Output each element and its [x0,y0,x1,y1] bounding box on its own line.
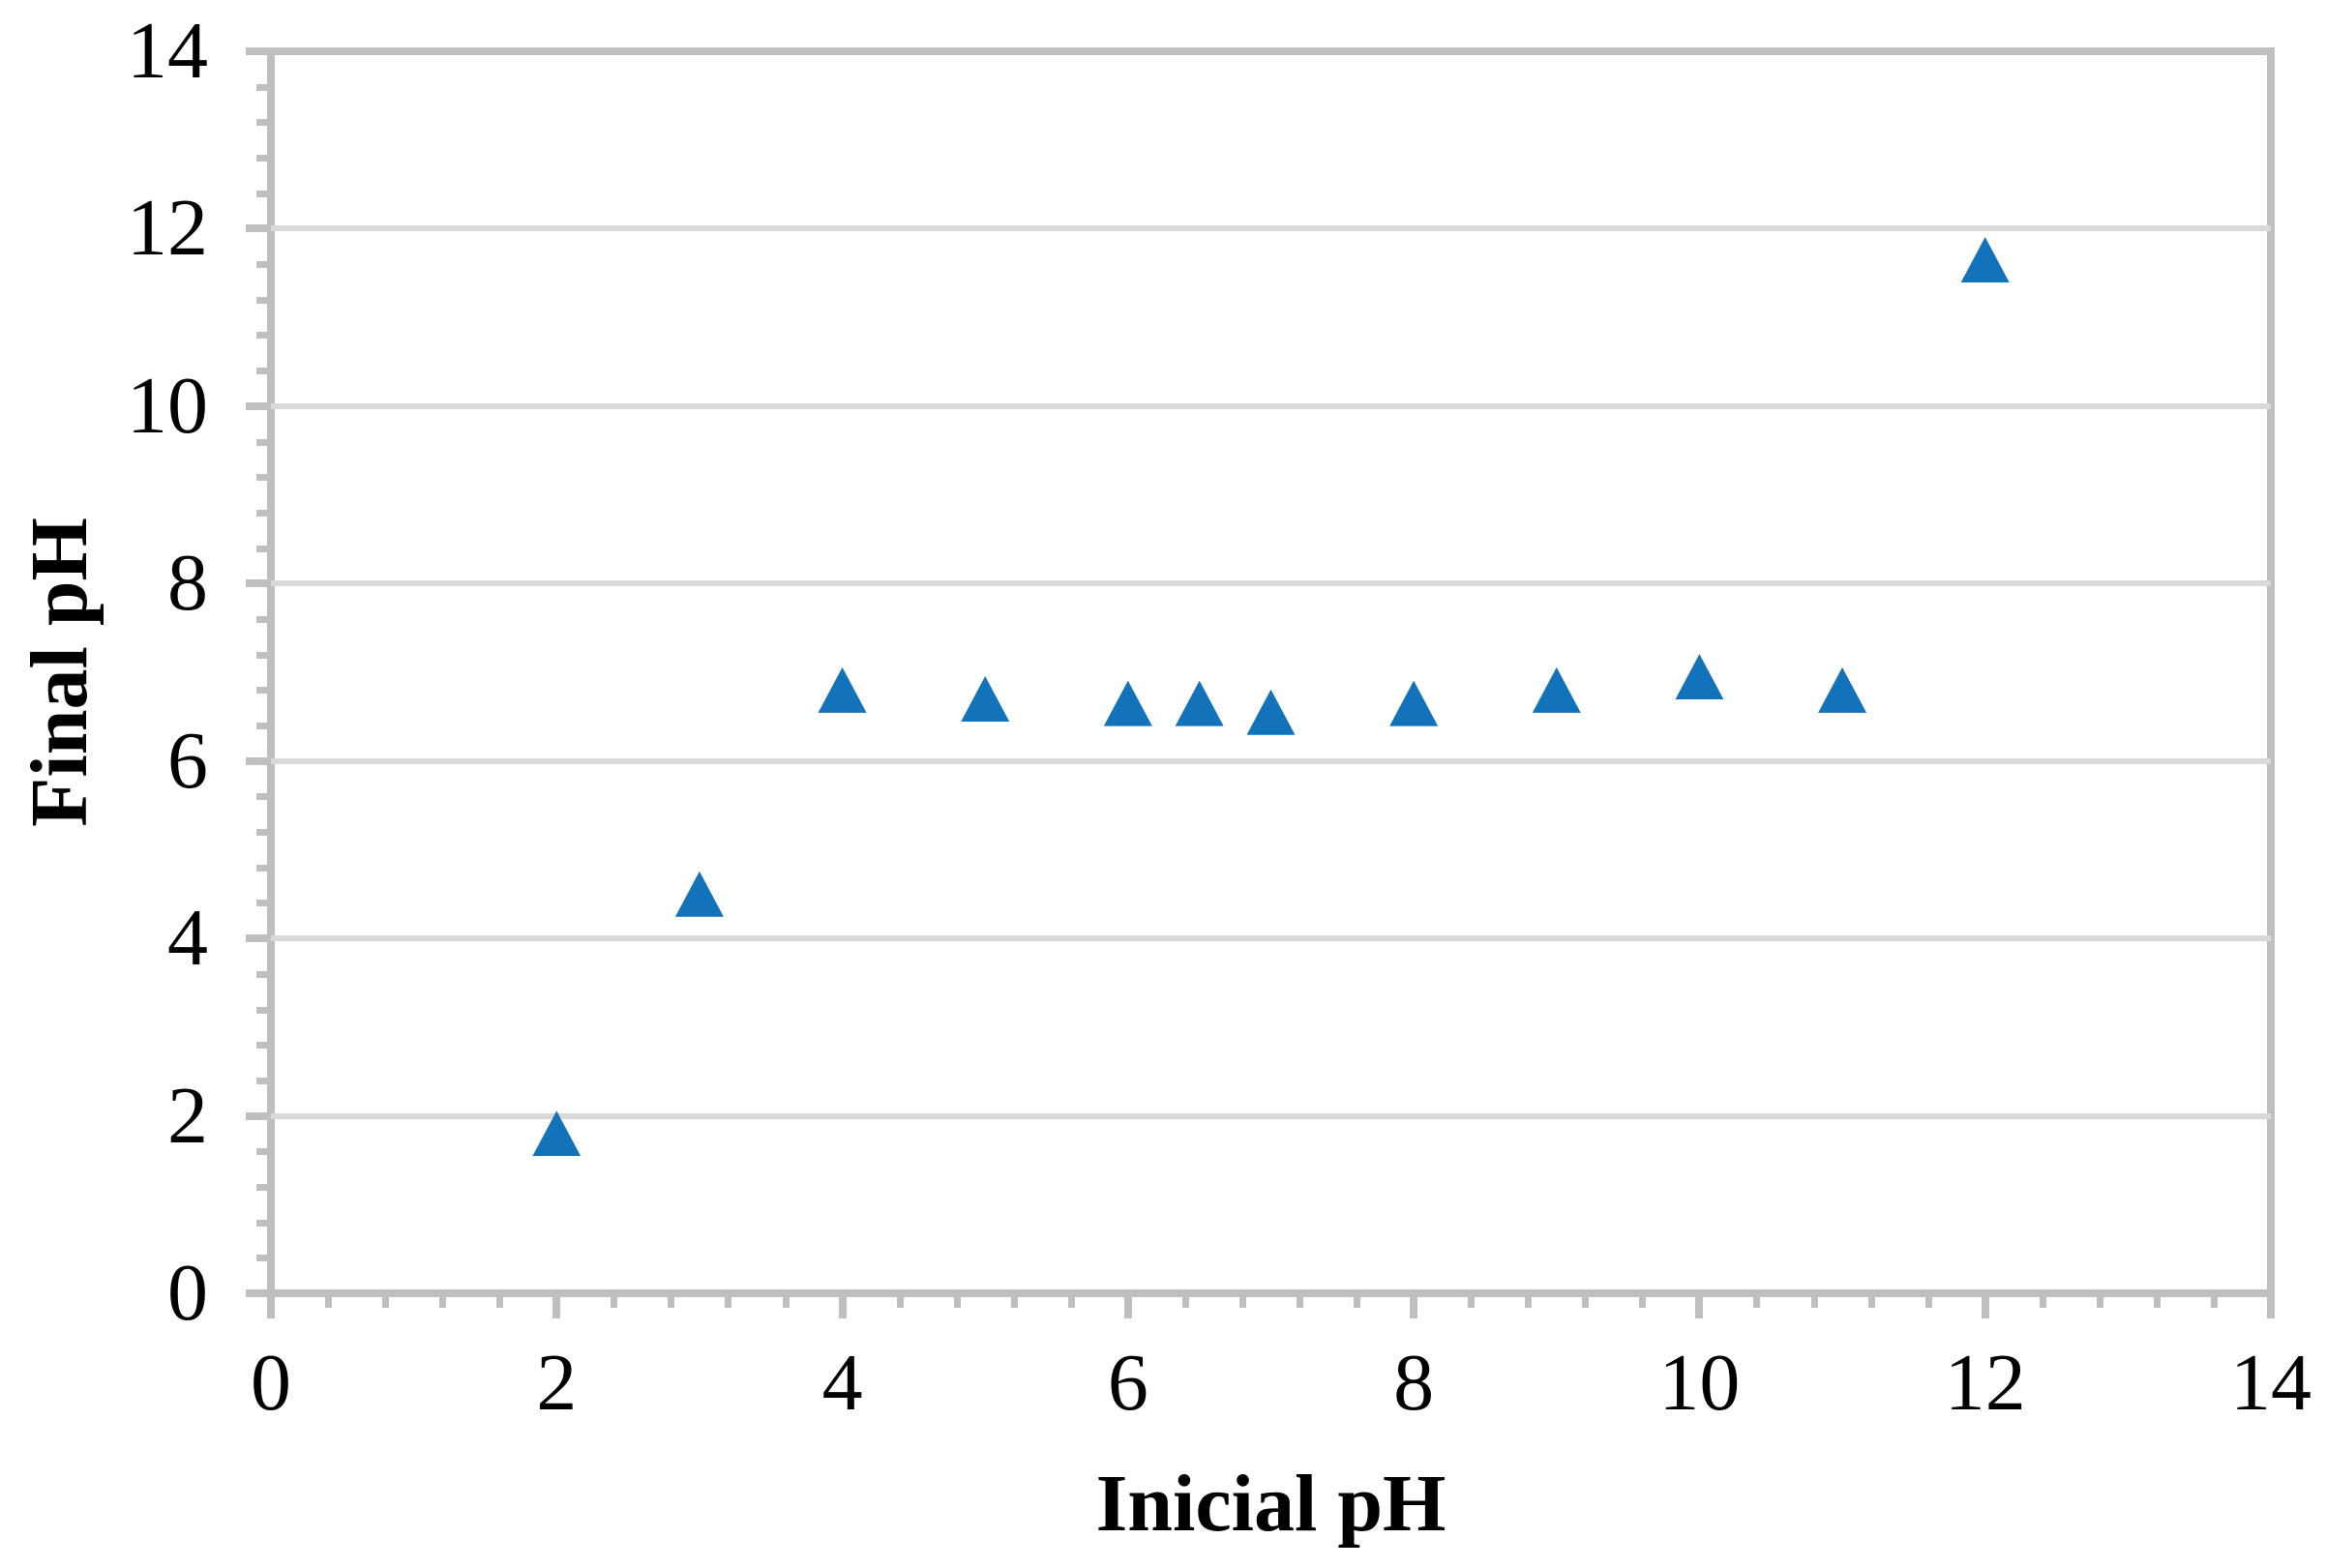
x-minor-tick [1067,1293,1075,1308]
x-minor-tick [782,1293,790,1308]
y-minor-tick [256,296,271,304]
y-tick-label: 12 [127,183,208,274]
x-minor-tick [2039,1293,2046,1308]
x-minor-tick [611,1293,618,1308]
y-minor-tick [256,474,271,482]
y-minor-tick [256,1255,271,1262]
x-major-tick [1695,1293,1704,1318]
y-minor-tick [256,190,271,197]
x-minor-tick [1354,1293,1361,1308]
y-minor-tick [256,970,271,978]
x-minor-tick [896,1293,904,1308]
y-tick-label: 6 [167,715,208,806]
y-minor-tick [256,615,271,623]
y-minor-tick [256,1077,271,1084]
y-minor-tick [256,261,271,269]
x-tick-label: 10 [1658,1338,1741,1428]
x-minor-tick [1639,1293,1647,1308]
y-major-tick [246,756,271,765]
x-minor-tick [1582,1293,1590,1308]
y-minor-tick [256,829,271,837]
gridline-y-4 [271,935,2271,942]
y-tick-label: 4 [167,893,208,984]
y-tick-label: 10 [127,360,208,451]
x-minor-tick [668,1293,675,1308]
y-major-tick [246,224,271,233]
x-tick-label: 2 [536,1338,578,1428]
y-minor-tick [256,119,271,127]
x-minor-tick [1238,1293,1246,1308]
y-minor-tick [256,1042,271,1050]
x-major-tick [552,1293,561,1318]
y-major-tick [246,401,271,410]
x-minor-tick [1810,1293,1818,1308]
x-axis-title: Inicial pH [1095,1459,1446,1549]
y-tick-label: 0 [167,1248,208,1338]
x-minor-tick [325,1293,333,1308]
x-tick-label: 0 [251,1338,291,1428]
x-tick-label: 6 [1107,1338,1148,1428]
x-minor-tick [1867,1293,1875,1308]
x-major-tick [1981,1293,1989,1318]
x-tick-label: 12 [1944,1338,2026,1428]
x-major-tick [267,1293,275,1318]
x-minor-tick [725,1293,732,1308]
y-major-tick [246,934,271,943]
x-minor-tick [496,1293,504,1308]
x-minor-tick [1010,1293,1018,1308]
x-minor-tick [382,1293,390,1308]
x-tick-label: 14 [2230,1338,2311,1428]
x-major-tick [1123,1293,1132,1318]
y-minor-tick [256,793,271,801]
y-minor-tick [256,864,271,872]
x-major-tick [838,1293,847,1318]
y-minor-tick [256,900,271,907]
y-minor-tick [256,651,271,659]
y-tick-label: 14 [127,6,208,96]
gridline-y-8 [271,580,2271,587]
gridline-y-2 [271,1112,2271,1119]
x-minor-tick [1525,1293,1533,1308]
y-minor-tick [256,1148,271,1156]
x-minor-tick [2096,1293,2103,1308]
x-minor-tick [1181,1293,1189,1308]
x-major-tick [2267,1293,2275,1318]
x-tick-label: 8 [1393,1338,1435,1428]
x-minor-tick [1753,1293,1761,1308]
y-minor-tick [256,438,271,446]
x-major-tick [1410,1293,1418,1318]
x-minor-tick [1297,1293,1304,1308]
x-minor-tick [1924,1293,1932,1308]
y-minor-tick [256,723,271,730]
y-tick-label: 8 [167,538,208,629]
x-minor-tick [1468,1293,1476,1308]
y-minor-tick [256,1006,271,1014]
y-major-tick [246,47,271,55]
y-major-tick [246,1289,271,1297]
y-major-tick [246,1111,271,1120]
y-minor-tick [256,332,271,340]
x-minor-tick [439,1293,447,1308]
x-minor-tick [2210,1293,2218,1308]
gridline-y-6 [271,757,2271,764]
y-minor-tick [256,155,271,163]
x-minor-tick [953,1293,961,1308]
plot-area [267,47,2275,1297]
y-minor-tick [256,509,271,517]
y-minor-tick [256,83,271,91]
gridline-y-12 [271,225,2271,232]
x-tick-label: 4 [821,1338,863,1428]
y-minor-tick [256,687,271,695]
y-tick-label: 2 [167,1070,208,1161]
gridline-y-10 [271,402,2271,409]
y-minor-tick [256,368,271,375]
y-minor-tick [256,1183,271,1191]
y-minor-tick [256,1219,271,1227]
y-major-tick [246,579,271,588]
y-minor-tick [256,545,271,552]
x-minor-tick [2153,1293,2161,1308]
